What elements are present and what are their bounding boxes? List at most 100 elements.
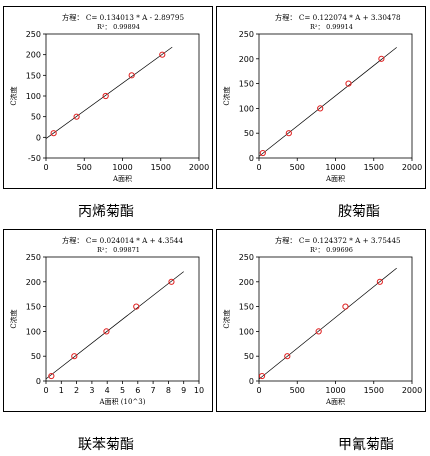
x-tick-label: 5 bbox=[120, 386, 125, 395]
regression-line bbox=[258, 47, 397, 157]
x-axis-label: A面积 bbox=[325, 397, 345, 406]
y-axis-label: C浓度 bbox=[9, 309, 18, 328]
x-tick-label: 500 bbox=[290, 163, 305, 172]
data-point bbox=[378, 55, 385, 62]
x-tick-label: 10 bbox=[194, 386, 204, 395]
data-point bbox=[71, 353, 78, 360]
chart-caption-2: 胺菊酯 bbox=[338, 204, 380, 220]
y-axis-label: C浓度 bbox=[222, 86, 231, 105]
chart-caption-1: 丙烯菊酯 bbox=[78, 204, 134, 220]
data-point bbox=[317, 105, 324, 112]
y-tick-label: 200 bbox=[239, 278, 254, 287]
x-tick-label: 1000 bbox=[325, 386, 345, 395]
x-tick-label: 2 bbox=[74, 386, 79, 395]
data-point bbox=[103, 328, 110, 335]
chart-panel-4: 方程： C= 0.124372 * A + 3.75445 R²： 0.99696… bbox=[216, 229, 426, 412]
data-point bbox=[258, 372, 266, 380]
y-tick-label: 0 bbox=[249, 154, 254, 163]
plot-frame bbox=[258, 256, 413, 382]
x-tick-label: 500 bbox=[77, 163, 92, 172]
data-point bbox=[168, 278, 175, 285]
x-tick-label: 1500 bbox=[364, 163, 384, 172]
equation-label: 方程： C= 0.124372 * A + 3.75445 bbox=[275, 236, 401, 245]
x-tick-label: 1 bbox=[59, 386, 64, 395]
data-point bbox=[259, 149, 266, 157]
x-tick-label: 1500 bbox=[151, 163, 171, 172]
x-tick-label: 0 bbox=[256, 163, 261, 172]
data-point bbox=[50, 130, 57, 137]
y-tick-label: 50 bbox=[31, 113, 41, 122]
chart-panel-1: 方程： C= 0.134013 * A - 2.89795 R²： 0.99894… bbox=[3, 6, 213, 189]
data-point bbox=[376, 278, 383, 285]
y-tick-label: 250 bbox=[26, 30, 41, 39]
x-tick-label: 9 bbox=[181, 386, 186, 395]
chart-caption-3: 联苯菊酯 bbox=[78, 437, 134, 453]
y-tick-label: -50 bbox=[28, 154, 41, 163]
data-point bbox=[128, 72, 135, 79]
data-point bbox=[285, 130, 292, 137]
x-tick-label: 500 bbox=[290, 386, 305, 395]
x-tick-label: 2000 bbox=[189, 163, 209, 172]
chart-panel-3: 方程： C= 0.024014 * A + 4.3544 R²： 0.99871 0… bbox=[3, 229, 213, 412]
r-squared-label: R²： 0.99696 bbox=[310, 246, 353, 254]
data-point bbox=[102, 92, 109, 100]
x-tick-label: 3 bbox=[89, 386, 94, 395]
data-point bbox=[73, 113, 80, 120]
x-tick-label: 6 bbox=[135, 386, 140, 395]
data-point bbox=[48, 372, 55, 380]
x-tick-label: 0 bbox=[256, 386, 261, 395]
data-point bbox=[315, 328, 322, 335]
y-axis-label: C浓度 bbox=[222, 309, 231, 328]
x-tick-label: 8 bbox=[166, 386, 171, 395]
y-tick-label: 100 bbox=[239, 104, 254, 113]
y-tick-label: 0 bbox=[249, 377, 254, 386]
data-point bbox=[342, 303, 349, 310]
data-point bbox=[345, 80, 352, 87]
x-tick-label: 0 bbox=[43, 163, 48, 172]
x-tick-label: 0 bbox=[43, 386, 48, 395]
y-tick-label: 100 bbox=[26, 327, 41, 336]
y-tick-label: 200 bbox=[26, 278, 41, 287]
y-tick-label: 100 bbox=[26, 92, 41, 101]
y-tick-label: 50 bbox=[244, 352, 254, 361]
x-tick-label: 7 bbox=[151, 386, 156, 395]
x-tick-label: 2000 bbox=[402, 163, 422, 172]
y-tick-label: 200 bbox=[26, 51, 41, 60]
y-axis-label: C浓度 bbox=[9, 86, 18, 105]
y-tick-label: 150 bbox=[26, 303, 41, 312]
equation-label: 方程： C= 0.024014 * A + 4.3544 bbox=[62, 236, 183, 245]
equation-label: 方程： C= 0.122074 * A + 3.30478 bbox=[275, 13, 401, 22]
x-tick-label: 1500 bbox=[364, 386, 384, 395]
equation-label: 方程： C= 0.134013 * A - 2.89795 bbox=[62, 13, 184, 22]
y-tick-label: 0 bbox=[36, 377, 41, 386]
regression-line bbox=[258, 267, 397, 380]
y-tick-label: 0 bbox=[36, 133, 41, 142]
data-point bbox=[284, 353, 291, 360]
regression-line bbox=[45, 46, 173, 139]
x-axis-label: A面积 (10^3) bbox=[99, 397, 146, 406]
y-tick-label: 250 bbox=[26, 253, 41, 262]
x-tick-label: 1000 bbox=[325, 163, 345, 172]
data-point bbox=[133, 303, 140, 310]
y-tick-label: 100 bbox=[239, 327, 254, 336]
regression-line bbox=[45, 271, 184, 380]
y-tick-label: 50 bbox=[31, 352, 41, 361]
r-squared-label: R²： 0.99914 bbox=[310, 23, 353, 31]
y-tick-label: 150 bbox=[26, 71, 41, 80]
y-tick-label: 150 bbox=[239, 80, 254, 89]
r-squared-label: R²： 0.99871 bbox=[97, 246, 140, 254]
r-squared-label: R²： 0.99894 bbox=[97, 23, 140, 31]
y-tick-label: 150 bbox=[239, 303, 254, 312]
y-tick-label: 250 bbox=[239, 30, 254, 39]
x-tick-label: 2000 bbox=[402, 386, 422, 395]
x-tick-label: 1000 bbox=[112, 163, 132, 172]
data-point bbox=[159, 51, 166, 58]
y-tick-label: 250 bbox=[239, 253, 254, 262]
y-tick-label: 50 bbox=[244, 129, 254, 138]
chart-caption-4: 甲氰菊酯 bbox=[338, 437, 394, 453]
x-axis-label: A面积 bbox=[112, 174, 132, 183]
